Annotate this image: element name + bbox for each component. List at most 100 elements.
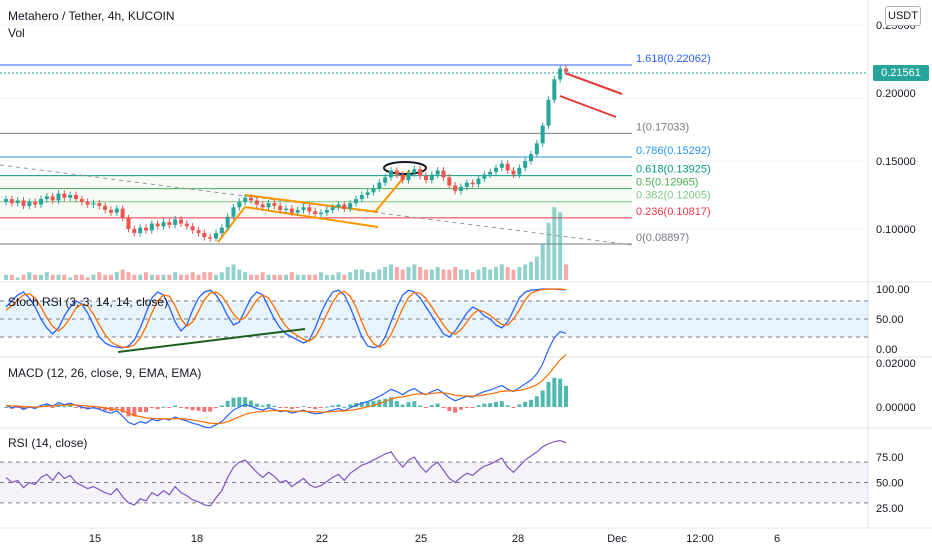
candle-body bbox=[254, 200, 259, 205]
macd-tick-label: 0.00000 bbox=[876, 402, 916, 414]
macd-histogram-bar bbox=[219, 405, 224, 407]
volume-bar bbox=[534, 256, 539, 280]
candle-body bbox=[120, 208, 125, 219]
candle-body bbox=[138, 227, 143, 234]
macd-histogram-bar bbox=[499, 401, 504, 407]
price-tick-label: 0.10000 bbox=[876, 224, 916, 236]
volume-bar bbox=[56, 274, 61, 280]
currency-button[interactable]: USDT bbox=[885, 6, 921, 26]
time-tick-label: 25 bbox=[415, 533, 427, 545]
rsi-pane[interactable] bbox=[0, 440, 868, 507]
volume-bar bbox=[459, 269, 463, 280]
volume-bar bbox=[389, 264, 393, 280]
candle-body bbox=[196, 230, 201, 234]
price-tick-label: 0.20000 bbox=[876, 88, 916, 100]
volume-bar bbox=[74, 274, 78, 280]
macd-histogram-bar bbox=[138, 407, 143, 413]
volume-bar bbox=[15, 277, 20, 280]
candle-body bbox=[564, 68, 568, 72]
volume-bar bbox=[470, 272, 475, 280]
macd-title[interactable]: MACD (12, 26, close, 9, EMA, EMA) bbox=[8, 366, 202, 380]
candle-body bbox=[324, 209, 329, 213]
candle-body bbox=[184, 223, 189, 227]
volume-bar bbox=[546, 222, 551, 280]
candle-body bbox=[558, 68, 563, 80]
time-tick-label: 6 bbox=[774, 533, 780, 545]
macd-histogram-bar bbox=[179, 407, 183, 408]
macd-histogram-bar bbox=[284, 407, 288, 408]
volume-bar bbox=[505, 267, 510, 280]
symbol-title[interactable]: Metahero / Tether, 4h, KUCOIN bbox=[8, 9, 175, 23]
price-tick-label: 0.15000 bbox=[876, 156, 916, 168]
rsi-tick-label: 75.00 bbox=[876, 452, 904, 464]
price-axis[interactable]: 0.250000.200000.150000.10000100.0050.000… bbox=[876, 20, 916, 515]
volume-bar bbox=[21, 274, 26, 280]
stoch-rsi-pane[interactable] bbox=[0, 288, 868, 353]
volume-bar bbox=[179, 274, 183, 280]
candle-body bbox=[33, 201, 38, 205]
macd-histogram-bar bbox=[359, 402, 364, 407]
candle-body bbox=[91, 203, 96, 205]
macd-histogram-bar bbox=[459, 407, 463, 410]
volume-bar bbox=[488, 269, 493, 280]
candle-body bbox=[429, 174, 434, 181]
stoch-tick-label: 100.00 bbox=[876, 284, 910, 296]
candle-body bbox=[394, 170, 399, 175]
rsi-title[interactable]: RSI (14, close) bbox=[8, 436, 88, 450]
macd-histogram-bar bbox=[505, 405, 510, 407]
volume-bar bbox=[138, 274, 143, 280]
volume-bar bbox=[266, 274, 271, 280]
volume-bar bbox=[529, 261, 533, 280]
macd-histogram-bar bbox=[319, 407, 323, 409]
volume-bar bbox=[511, 269, 516, 280]
volume-bar bbox=[132, 274, 137, 280]
volume-bar bbox=[354, 269, 358, 280]
volume-bar bbox=[254, 274, 259, 280]
volume-bar bbox=[330, 274, 335, 280]
fibonacci-retracement[interactable]: 1.618(0.22062) 1(0.17033) 0.786(0.15292) 0.… bbox=[0, 53, 711, 245]
macd-histogram-bar bbox=[412, 401, 417, 407]
macd-histogram-bar bbox=[400, 404, 405, 407]
candle-body bbox=[447, 177, 452, 186]
volume-bar bbox=[558, 212, 563, 280]
macd-histogram-bar bbox=[494, 402, 498, 407]
candle-body bbox=[453, 185, 458, 191]
candle-body bbox=[546, 99, 551, 126]
volume-bar bbox=[27, 272, 32, 280]
candle-body bbox=[505, 163, 510, 171]
time-tick-label: 28 bbox=[512, 533, 524, 545]
volume-bar bbox=[342, 274, 347, 280]
last-price-badge: 0.21561 bbox=[873, 65, 929, 81]
candle-body bbox=[260, 204, 265, 208]
candle-body bbox=[301, 207, 306, 210]
volume-bar bbox=[33, 274, 38, 280]
volume-bar bbox=[202, 272, 207, 280]
time-tick-label: 15 bbox=[89, 533, 101, 545]
volume-bar bbox=[564, 264, 568, 280]
macd-histogram-bar bbox=[173, 405, 178, 407]
volume-bar bbox=[173, 272, 178, 280]
macd-histogram-bar bbox=[336, 404, 341, 407]
volume-bar bbox=[429, 269, 434, 280]
candle-body bbox=[511, 170, 516, 175]
volume-bar bbox=[499, 264, 504, 280]
candle-body bbox=[319, 212, 323, 215]
candle-body bbox=[266, 203, 271, 208]
volume-bar bbox=[144, 272, 148, 280]
candle-body bbox=[15, 200, 20, 204]
volume-bar bbox=[289, 272, 294, 280]
stoch-rsi-title[interactable]: Stoch RSI (3, 3, 14, 14, close) bbox=[8, 295, 169, 309]
macd-histogram-bar bbox=[429, 405, 434, 407]
candle-body bbox=[249, 197, 253, 201]
volume-bar bbox=[383, 267, 388, 280]
macd-pane[interactable] bbox=[4, 330, 568, 429]
candle-body bbox=[517, 167, 522, 175]
candle-body bbox=[126, 218, 131, 229]
candle-body bbox=[50, 196, 55, 201]
fib-level-label: 1.618(0.22062) bbox=[636, 53, 711, 65]
macd-histogram-bar bbox=[120, 407, 125, 413]
candle-body bbox=[476, 178, 481, 185]
time-axis[interactable]: 15 18 22 25 28 Dec 12:00 6 bbox=[89, 533, 780, 545]
macd-histogram-bar bbox=[15, 407, 20, 408]
